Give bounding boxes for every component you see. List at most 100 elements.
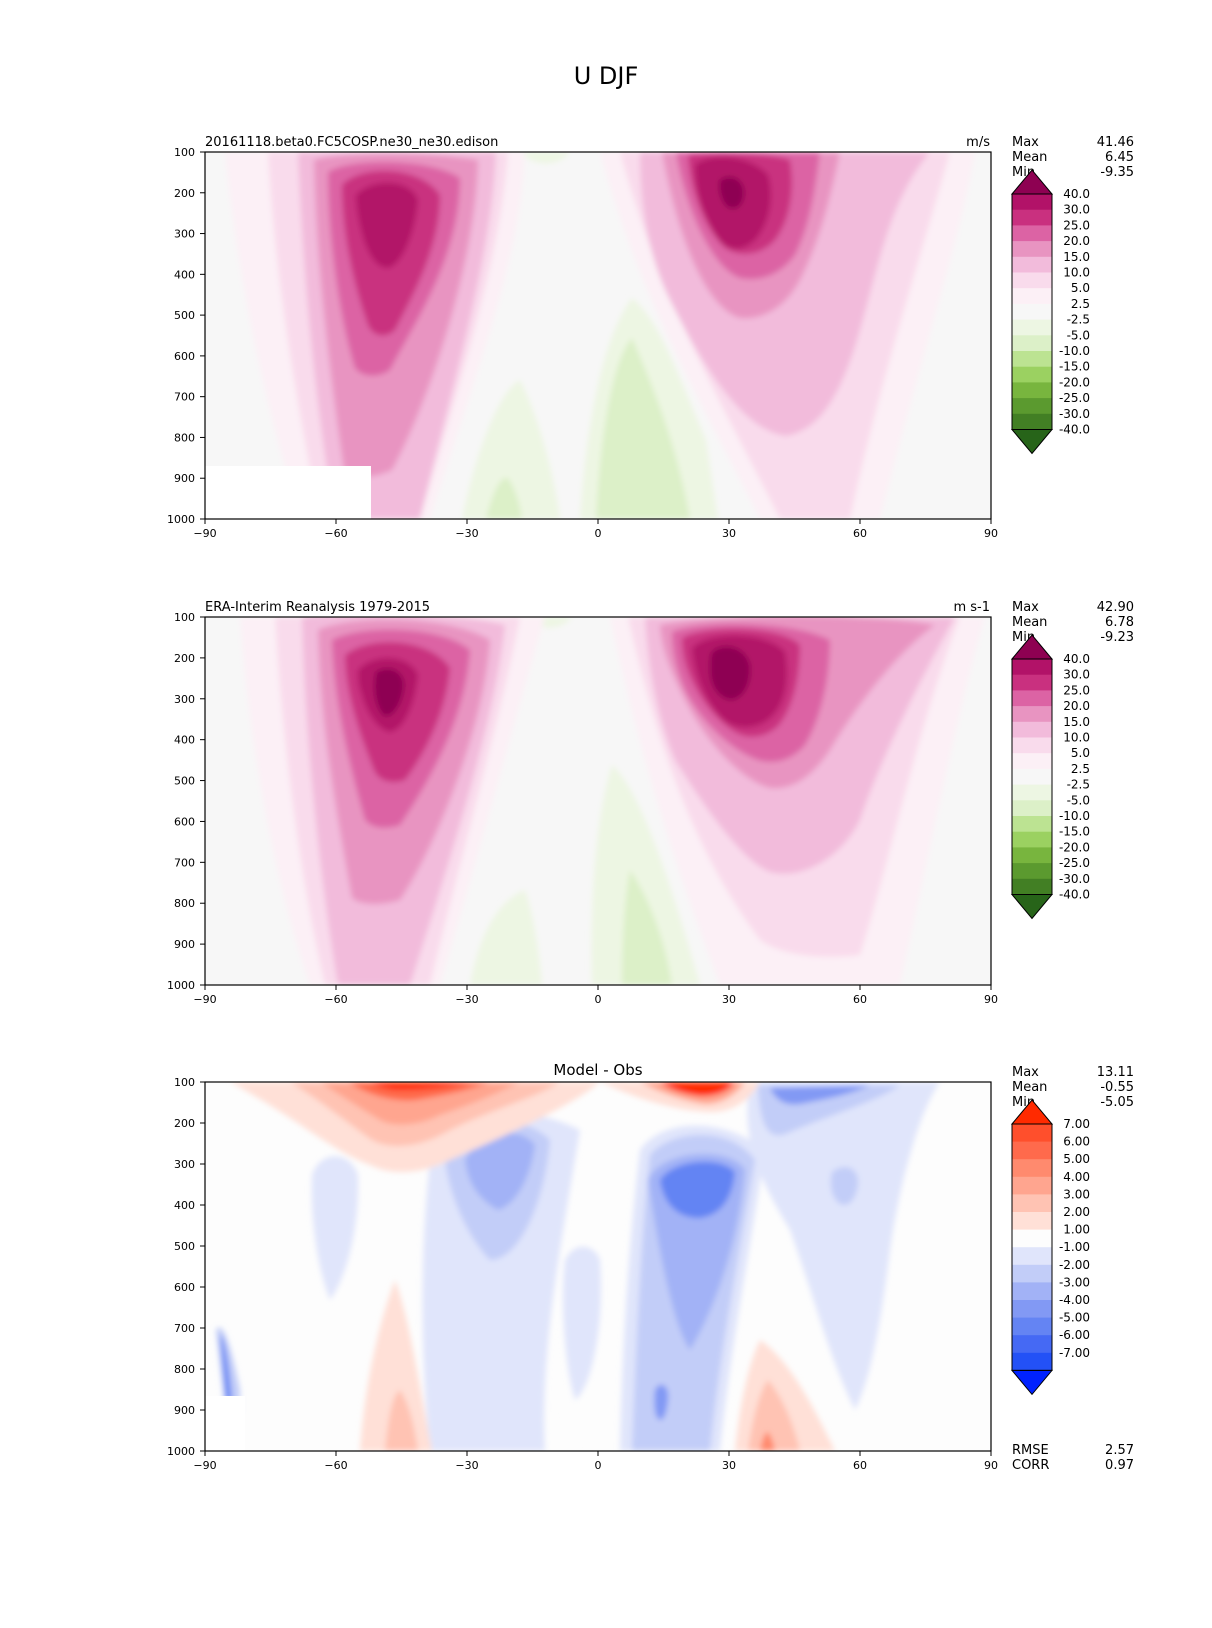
diff-blue-sh-far (311, 1156, 359, 1300)
colorbar-level-label: 30.0 (1063, 668, 1090, 682)
diff-stat-max: 13.11 (1097, 1065, 1134, 1080)
colorbar-segment (1012, 209, 1052, 226)
colorbar-level-label: 15.0 (1063, 250, 1090, 264)
colorbar-segment (1012, 241, 1052, 258)
colorbar-segment (1012, 1229, 1052, 1248)
colorbar-segment (1012, 272, 1052, 289)
svg-text:Mean: Mean (1012, 615, 1047, 630)
panel-diff: Model - Obs (167, 1061, 1134, 1473)
colorbar-segment (1012, 690, 1052, 707)
colorbar-segment (1012, 847, 1052, 864)
obs-stat-max: 42.90 (1097, 600, 1134, 615)
colorbar-level-label: -10.0 (1059, 344, 1090, 358)
svg-text:Max: Max (1012, 135, 1039, 150)
obs-green-mid (591, 765, 700, 985)
colorbar-segment (1012, 659, 1052, 676)
colorbar-level-label: 20.0 (1063, 699, 1090, 713)
model-green-top (520, 152, 570, 164)
y-tick-label: 700 (174, 1322, 195, 1335)
diff-blue-nh-upper (747, 1082, 940, 1410)
colorbar-segment (1012, 721, 1052, 738)
colorbar-level-label: 30.0 (1063, 203, 1090, 217)
colorbar-segment (1012, 335, 1052, 352)
x-tick-label: −30 (455, 1459, 478, 1472)
colorbar-level-label: 40.0 (1063, 652, 1090, 666)
x-tick-label: −30 (455, 993, 478, 1006)
y-tick-label: 100 (174, 1076, 195, 1089)
colorbar-segment (1012, 1176, 1052, 1195)
y-tick-label: 1000 (167, 979, 195, 992)
model-missing-region (205, 466, 371, 519)
colorbar-segment (1012, 1264, 1052, 1283)
colorbar-level-label: 2.00 (1063, 1205, 1090, 1219)
x-tick-label: 30 (722, 1459, 736, 1472)
colorbar-segment (1012, 382, 1052, 399)
y-tick-label: 300 (174, 228, 195, 241)
colorbar-level-label: -2.5 (1067, 313, 1090, 327)
model-stat-max: 41.46 (1097, 135, 1134, 150)
colorbar-level-label: -5.0 (1067, 328, 1090, 342)
y-tick-label: 600 (174, 1281, 195, 1294)
y-tick-label: 100 (174, 146, 195, 159)
obs-sh-jet-c40 (374, 668, 404, 717)
x-tick-label: −60 (324, 993, 347, 1006)
obs-green-left (470, 890, 542, 985)
obs-colorbar: 40.0 30.025.0 20.0 15.0 10.05.0 2.5 -2.5-5.0 -1… (1010, 634, 1090, 920)
panel-obs: ERA-Interim Reanalysis 1979-2015 m s-1 (167, 600, 1134, 1006)
colorbar-segment (1012, 303, 1052, 320)
model-green-left-core (486, 477, 522, 519)
x-tick-label: 30 (722, 993, 736, 1006)
colorbar-extend-min (1010, 1369, 1054, 1396)
colorbar-segment (1012, 878, 1052, 895)
y-tick-label: 700 (174, 856, 195, 869)
obs-title-right: m s-1 (953, 600, 990, 615)
y-tick-label: 1000 (167, 513, 195, 526)
colorbar-segment (1012, 800, 1052, 817)
y-tick-label: 1000 (167, 1445, 195, 1458)
y-tick-label: 300 (174, 1158, 195, 1171)
colorbar-segment (1012, 194, 1052, 211)
diff-red-sh-top-5 (370, 1082, 470, 1090)
colorbar-level-label: 40.0 (1063, 187, 1090, 201)
colorbar-segment (1012, 319, 1052, 336)
x-tick-label: 60 (853, 993, 867, 1006)
model-stats: Max 41.46 Mean 6.45 Min -9.35 (1012, 135, 1134, 180)
diff-blue-edge-2 (220, 1335, 232, 1400)
model-nh-jet-c40 (719, 176, 745, 209)
colorbar-segment (1012, 1247, 1052, 1266)
model-stat-min: -9.35 (1100, 165, 1134, 180)
colorbar-level-label: -15.0 (1059, 360, 1090, 374)
model-title-right: m/s (966, 135, 990, 150)
colorbar-level-label: 5.00 (1063, 1152, 1090, 1166)
colorbar-level-label: 20.0 (1063, 234, 1090, 248)
colorbar-segment (1012, 1124, 1052, 1142)
diff-white-gap (550, 1390, 588, 1451)
obs-stat-min: -9.23 (1100, 630, 1134, 645)
diff-blue-mid (563, 1246, 601, 1400)
x-tick-label: −90 (193, 527, 216, 540)
x-tick-label: 30 (722, 527, 736, 540)
x-tick-label: 0 (595, 993, 602, 1006)
colorbar-segment (1012, 256, 1052, 273)
colorbar-level-label: -30.0 (1059, 872, 1090, 886)
y-tick-label: 800 (174, 431, 195, 444)
y-tick-label: 700 (174, 391, 195, 404)
colorbar-segment (1012, 863, 1052, 880)
colorbar-level-label: -30.0 (1059, 407, 1090, 421)
model-green-left (462, 380, 560, 519)
diff-stats: Max 13.11 Mean -0.55 Min -5.05 (1012, 1065, 1134, 1110)
y-tick-label: 500 (174, 775, 195, 788)
svg-text:Max: Max (1012, 600, 1039, 615)
colorbar-level-label: 6.00 (1063, 1135, 1090, 1149)
colorbar-level-label: 25.0 (1063, 683, 1090, 697)
colorbar-segment (1012, 706, 1052, 723)
diff-stat-mean: -0.55 (1100, 1080, 1134, 1095)
colorbar-segment (1012, 753, 1052, 770)
colorbar-level-label: -4.00 (1059, 1293, 1090, 1307)
colorbar-level-label: 10.0 (1063, 266, 1090, 280)
x-tick-label: 90 (984, 527, 998, 540)
svg-text:Max: Max (1012, 1065, 1039, 1080)
colorbar-level-label: 1.00 (1063, 1223, 1090, 1237)
y-tick-label: 400 (174, 734, 195, 747)
colorbar-level-label: -10.0 (1059, 809, 1090, 823)
